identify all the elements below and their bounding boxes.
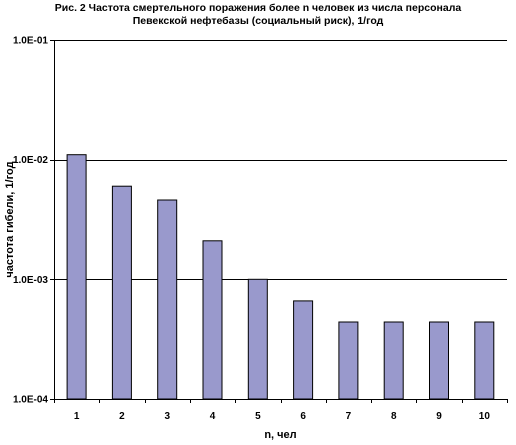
x-tick-label: 5 — [255, 411, 261, 422]
x-tick-label: 2 — [119, 411, 125, 422]
bar — [111, 185, 132, 400]
bar — [66, 154, 87, 400]
x-tick-label: 3 — [164, 411, 170, 422]
axes — [50, 40, 508, 403]
chart-title-line-1: Рис. 2 Частота смертельного поражения бо… — [54, 2, 462, 14]
y-axis-label: частота гибели, 1/год — [4, 161, 16, 277]
bar — [338, 321, 359, 400]
bar — [247, 278, 268, 400]
y-tick-label: 1.0E-02 — [13, 155, 48, 166]
bar — [429, 321, 449, 400]
x-tick-label: 1 — [74, 411, 80, 422]
bar — [474, 321, 495, 400]
y-tick-label: 1.0E-01 — [13, 36, 48, 47]
bars — [66, 154, 495, 400]
x-tick-label: 9 — [436, 411, 442, 422]
x-tick-labels: 1 2 3 4 5 6 7 8 9 10 — [74, 411, 490, 422]
bar — [202, 240, 223, 400]
chart-title: Рис. 2 Частота смертельного поражения бо… — [0, 2, 516, 28]
x-tick-label: 6 — [300, 411, 306, 422]
x-tick-label: 4 — [210, 411, 216, 422]
bar — [293, 300, 314, 400]
bar — [383, 321, 404, 400]
x-tick-label: 8 — [391, 411, 397, 422]
y-tick-label: 1.0E-03 — [13, 275, 48, 286]
bar — [157, 199, 178, 400]
y-tick-labels: 1.0E-01 1.0E-02 1.0E-03 1.0E-04 — [13, 36, 48, 406]
x-axis-label: n, чел — [264, 429, 296, 441]
x-tick-label: 10 — [479, 411, 491, 422]
x-tick-label: 7 — [346, 411, 352, 422]
y-tick-label: 1.0E-04 — [13, 395, 48, 406]
chart-title-line-2: Певекской нефтебазы (социальный риск), 1… — [132, 15, 384, 27]
